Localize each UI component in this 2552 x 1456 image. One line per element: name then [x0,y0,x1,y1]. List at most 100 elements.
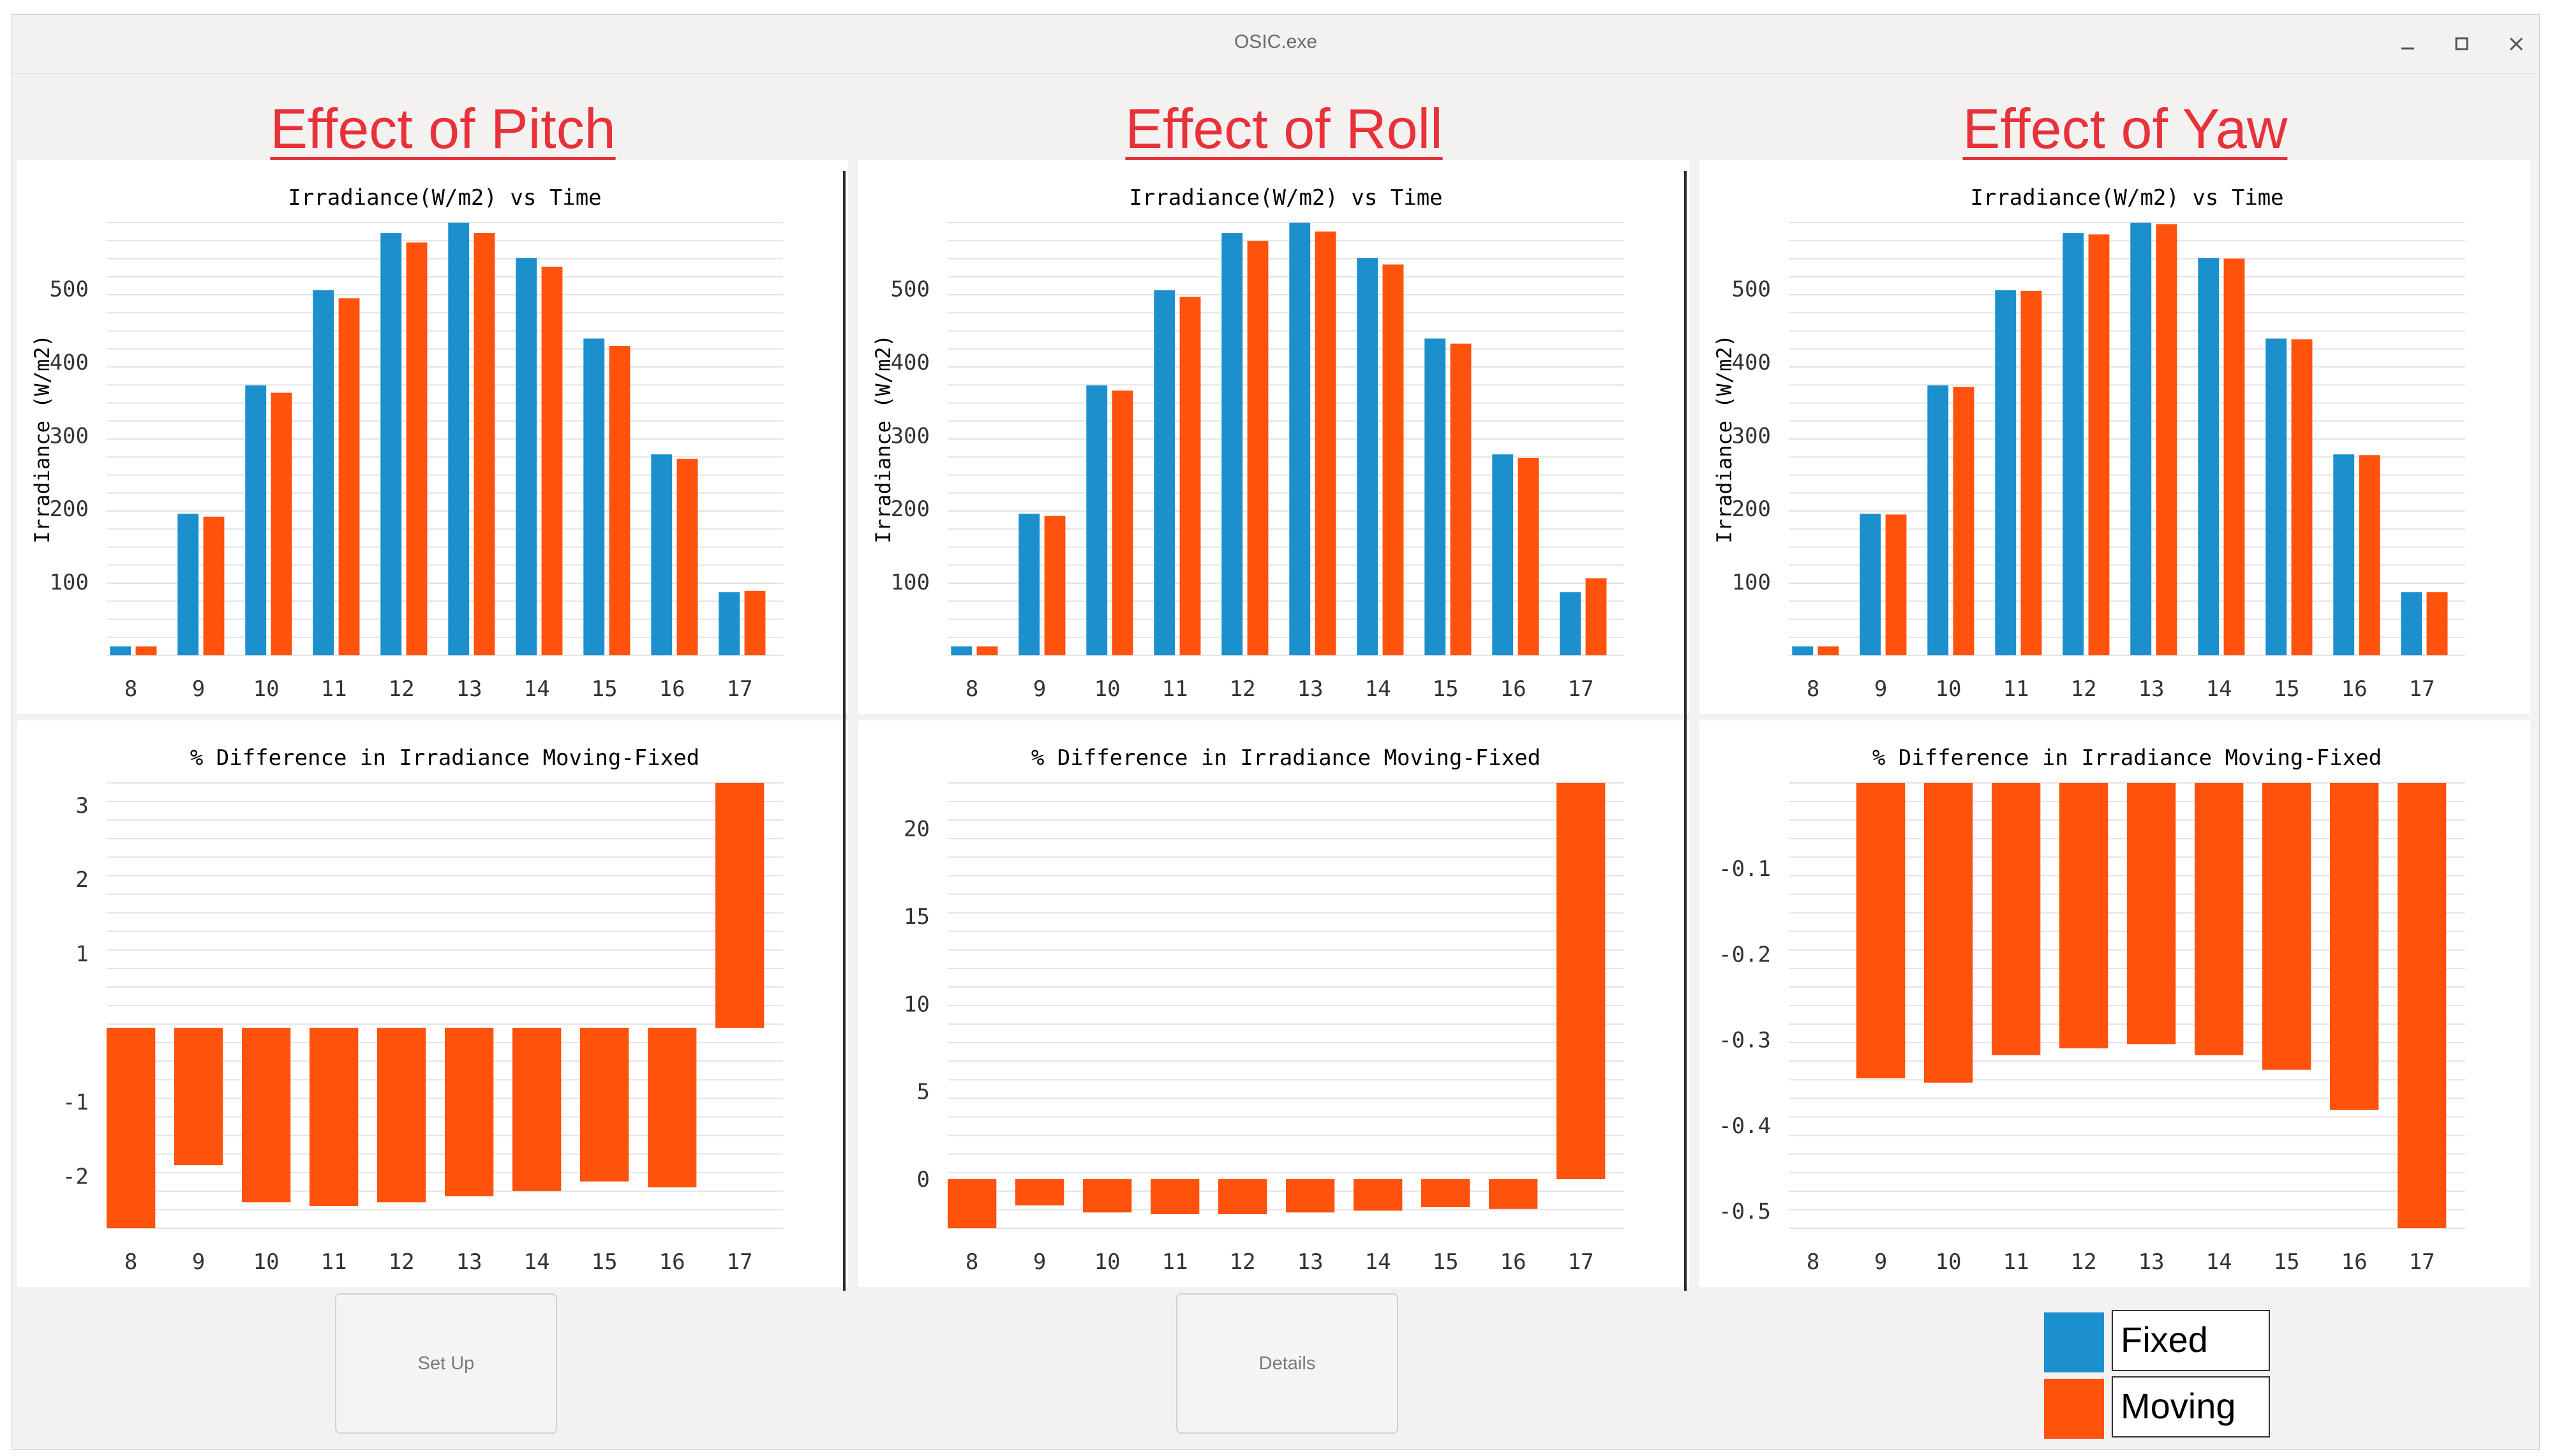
yaw-difference-svg: % Difference in Irradiance Moving-Fixed -… [1719,745,2465,1275]
bar-difference-9 [1015,1179,1064,1206]
bar-fixed-15 [2265,338,2287,655]
roll-difference-svg: % Difference in Irradiance Moving-Fixed 0… [904,745,1624,1275]
x-tick-label: 14 [2206,676,2232,702]
x-tick-label: 13 [2138,676,2165,702]
bar-moving-11 [2020,290,2042,655]
bar-difference-14 [1354,1179,1403,1211]
bar-fixed-14 [2198,258,2220,655]
bar-moving-13 [474,233,495,655]
y-tick-label: 200 [891,496,930,522]
x-tick-label: 9 [192,676,205,702]
bar-difference-15 [2262,783,2311,1070]
y-tick-label: 5 [917,1080,930,1105]
y-tick-label: 100 [1732,570,1771,595]
bar-difference-12 [1218,1179,1267,1215]
yaw-difference-chart: % Difference in Irradiance Moving-Fixed -… [1699,720,2530,1287]
x-tick-label: 11 [321,1249,347,1275]
bar-moving-14 [541,266,563,655]
pitch-difference-chart: % Difference in Irradiance Moving-Fixed -… [17,720,848,1287]
bar-difference-10 [1924,783,1973,1083]
bar-difference-11 [1151,1179,1200,1215]
details-button[interactable]: Details [1176,1293,1398,1434]
bar-moving-13 [2156,224,2177,655]
roll-irradiance-chart: Irradiance(W/m2) vs Time 100 200 300 400 500 I… [858,160,1689,714]
bar-moving-8 [135,646,157,655]
bar-difference-17 [715,783,765,1028]
bar-difference-16 [2330,783,2379,1110]
bar-difference-14 [2195,783,2244,1055]
bar-moving-10 [271,392,292,655]
x-tick-label: 10 [1936,676,1962,702]
close-button[interactable] [2502,30,2530,58]
x-tick-label: 12 [1230,1249,1256,1275]
legend-label-moving: Moving [2112,1376,2270,1437]
legend: Fixed Moving [2044,1310,2270,1439]
y-tick-label: 2 [76,867,89,893]
x-tick-label: 11 [2003,1249,2029,1275]
x-tick-label: 14 [524,676,550,702]
chart-title: % Difference in Irradiance Moving-Fixed [190,745,699,771]
bar-fixed-13 [1289,223,1311,655]
bar-fixed-17 [1560,592,1581,655]
bar-fixed-11 [313,290,334,655]
x-tick-label: 15 [1433,676,1459,702]
y-tick-label: 200 [50,496,89,522]
pitch-irradiance-svg: Irradiance(W/m2) vs Time 100 200 300 400 500 I… [30,185,783,702]
x-tick-label: 17 [727,1249,753,1275]
bar-difference-11 [1992,783,2041,1055]
bar-difference-10 [242,1027,291,1203]
bar-fixed-14 [1357,258,1378,655]
x-tick-label: 8 [1807,1249,1819,1275]
x-tick-label: 15 [592,676,618,702]
y-tick-label: 100 [891,570,930,595]
bar-fixed-11 [1995,290,2017,655]
title-bar[interactable]: OSIC.exe [12,15,2539,74]
bar-difference-9 [1856,783,1906,1079]
y-tick-label: 300 [1732,423,1771,449]
bar-moving-11 [338,298,360,655]
x-tick-label: 16 [659,1249,685,1275]
x-tick-label: 12 [2071,676,2097,702]
x-tick-label: 9 [1033,1249,1046,1275]
bar-moving-9 [1044,516,1066,655]
x-tick-label: 15 [2274,1249,2300,1275]
bar-fixed-9 [177,514,199,655]
x-tick-label: 10 [1936,1249,1962,1275]
chart-title: Irradiance(W/m2) vs Time [288,185,601,211]
x-tick-label: 12 [2071,1249,2097,1275]
x-tick-label: 12 [389,1249,415,1275]
x-tick-label: 15 [592,1249,618,1275]
y-tick-label: -0.4 [1719,1113,1771,1139]
bar-moving-9 [1885,514,1907,655]
bar-difference-8 [948,1179,997,1228]
x-tick-label: 8 [966,1249,978,1275]
x-tick-label: 14 [524,1249,550,1275]
x-tick-label: 8 [966,676,978,702]
bar-fixed-13 [2130,223,2152,655]
y-tick-label: 0 [917,1167,930,1192]
bar-difference-14 [512,1027,562,1191]
bar-difference-9 [174,1027,223,1166]
bar-moving-8 [976,646,998,655]
pitch-heading: Effect of Pitch [270,97,616,160]
x-tick-label: 11 [321,676,347,702]
minimize-button[interactable] [2394,30,2422,58]
bar-moving-10 [1112,390,1133,655]
x-tick-label: 10 [1094,1249,1121,1275]
x-tick-label: 16 [2341,676,2368,702]
bar-difference-15 [1421,1179,1470,1208]
bar-fixed-15 [583,338,605,655]
y-axis-label: Irradiance (W/m2) [871,334,895,544]
bar-difference-17 [2398,783,2447,1228]
bar-fixed-15 [1424,338,1446,655]
bar-moving-15 [609,346,631,655]
x-tick-label: 9 [1874,1249,1887,1275]
setup-button[interactable]: Set Up [335,1293,557,1434]
maximize-button[interactable] [2448,30,2476,58]
bar-fixed-10 [245,385,267,655]
legend-item-fixed: Fixed [2044,1310,2270,1372]
bar-fixed-8 [951,646,973,655]
y-axis-label: Irradiance (W/m2) [30,334,54,544]
y-tick-label: -0.3 [1719,1028,1771,1053]
x-tick-label: 17 [2409,676,2435,702]
